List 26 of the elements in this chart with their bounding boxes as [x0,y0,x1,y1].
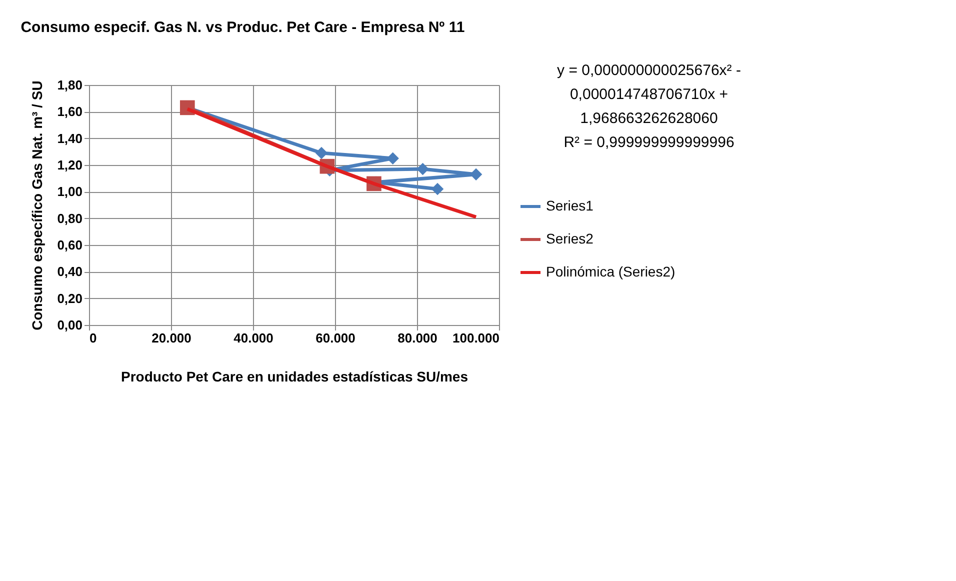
y-tick-label: 0,40 [57,264,82,280]
x-tick-label: 0 [90,330,97,346]
y-tick-label: 1,60 [57,104,82,120]
y-tick-label: 0,00 [57,318,82,332]
y-tick-label: 0,20 [57,290,82,306]
y-tick-label: 1,00 [57,184,82,200]
legend-label: Series2 [546,230,594,246]
chart-title: Consumo especif. Gas N. vs Produc. Pet Care - Empresa Nº 11 [20,19,465,36]
legend-label: Series1 [546,198,594,214]
x-tick-label: 40.000 [234,330,274,346]
point [315,146,328,160]
x-tick-label: 20.000 [152,330,192,346]
x-tick-label: 80.000 [398,330,438,346]
legend-label: Polinómica (Series2) [546,264,676,280]
y-axis-title: Consumo específico Gas Nat. m³ / SU [29,80,46,330]
y-tick-label: 1,80 [57,78,82,92]
x-tick-label: 100.000 [452,330,500,346]
y-tick-label: 0,60 [57,238,82,252]
text: y = 0,000000000025676x² - 0,000014748706710x + 1,968663262628060 R² = 0,999999999999996 [557,62,741,151]
x-tick-label: 60.000 [316,330,356,346]
x-axis-title: Producto Pet Care en unidades estadísticas SU/mes [120,368,468,384]
y-tick-label: 0,80 [57,210,82,226]
point [431,182,444,196]
y-tick-label: 1,40 [57,130,82,146]
point [416,162,429,176]
y-tick-label: 1,20 [57,158,82,172]
